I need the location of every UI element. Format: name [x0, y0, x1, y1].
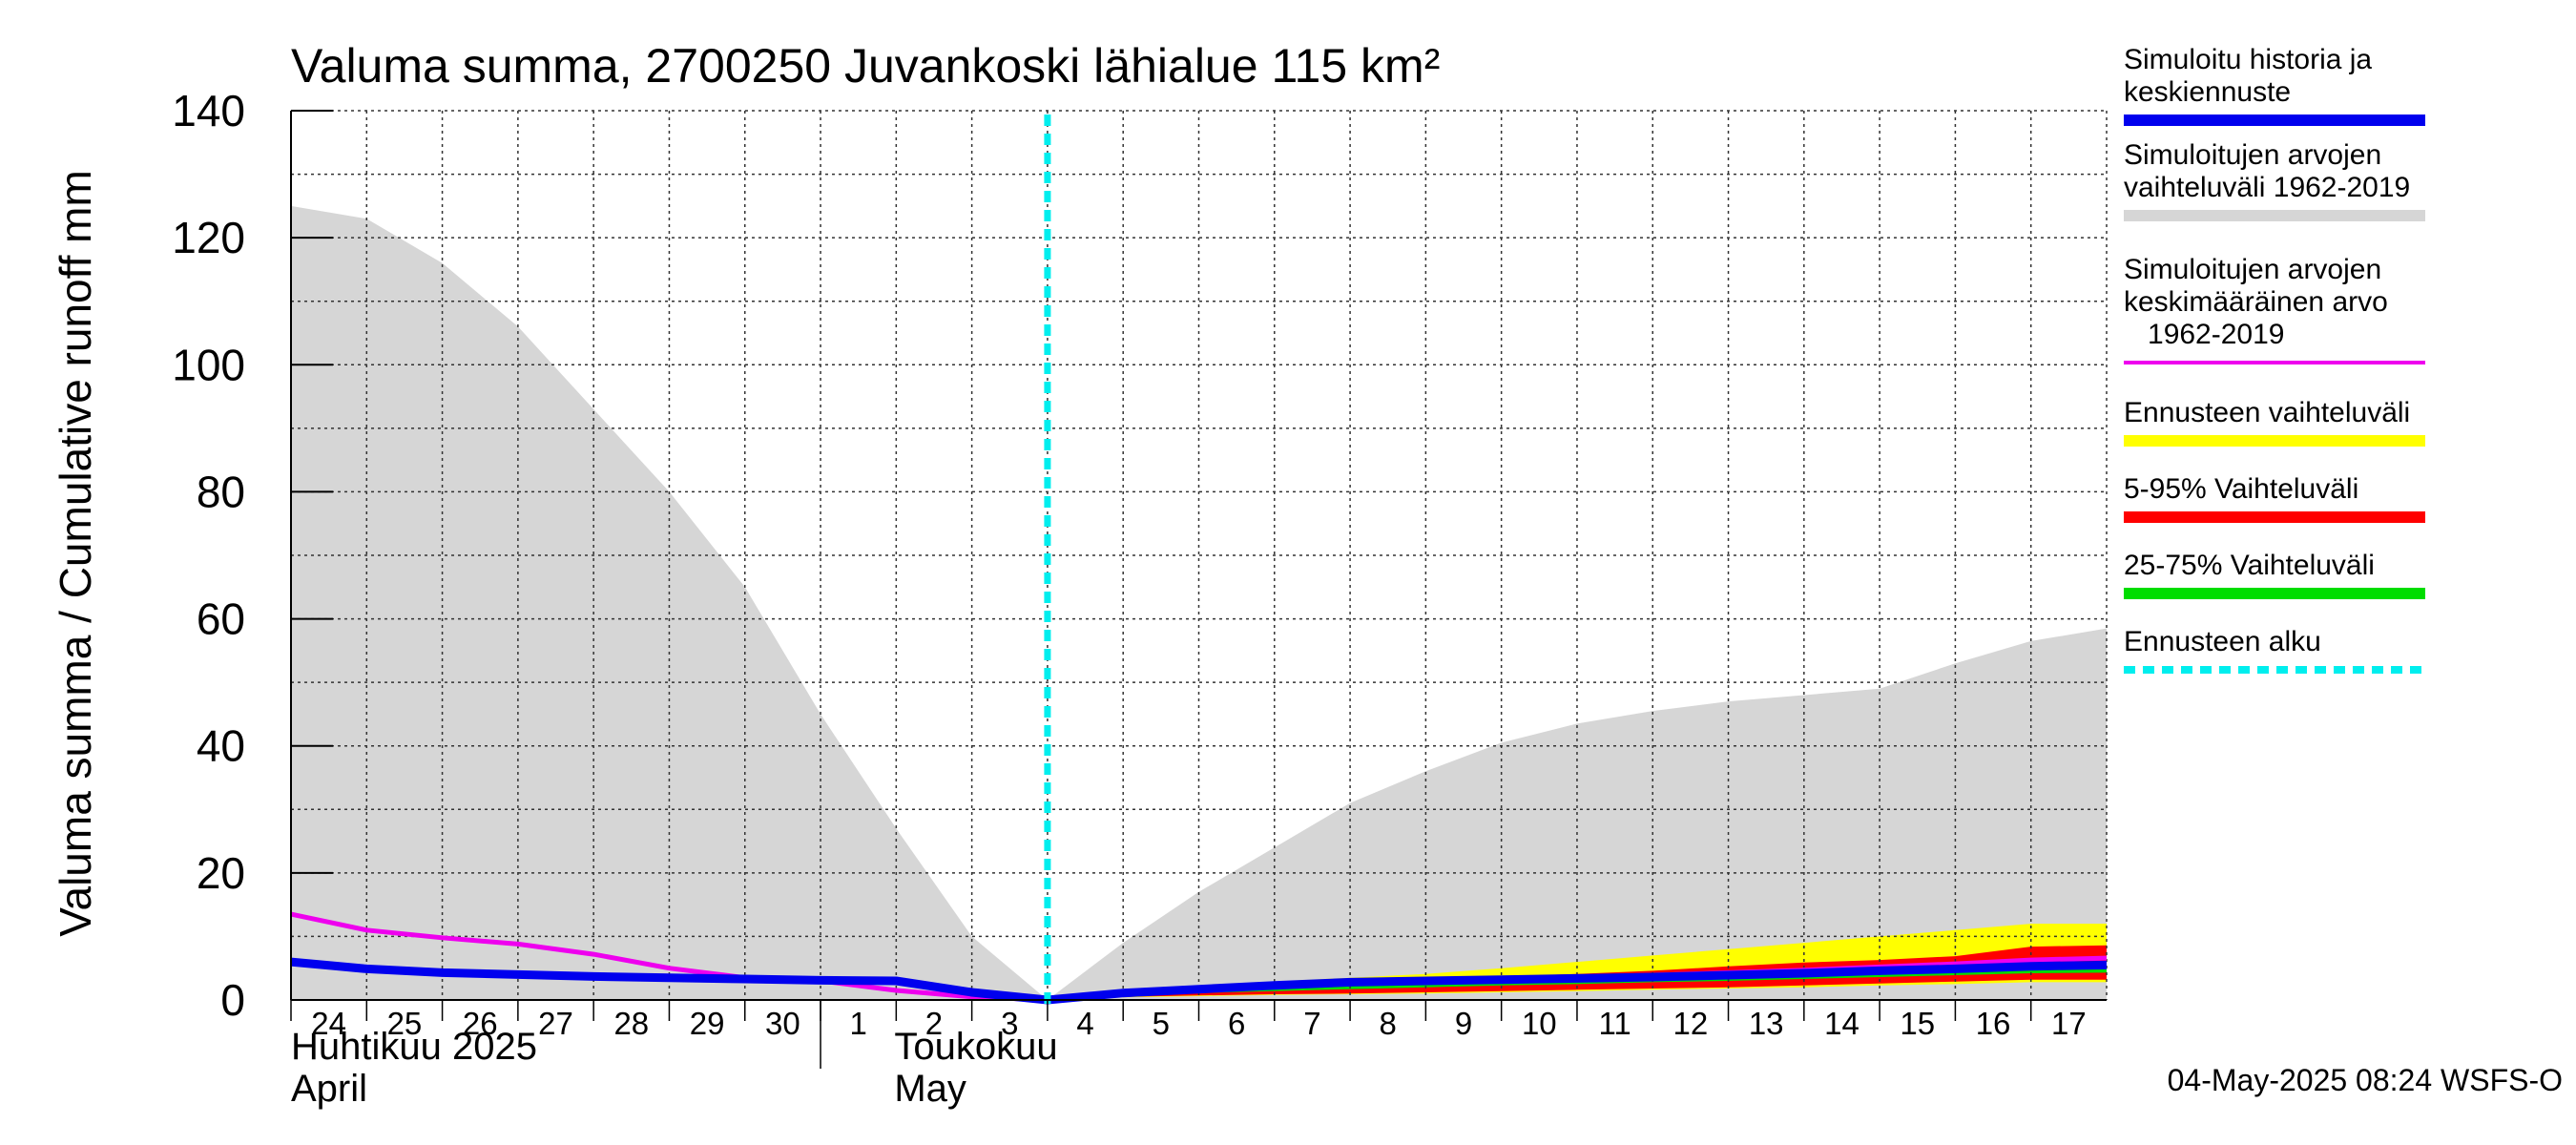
legend-label: keskiennuste: [2124, 76, 2291, 108]
month-label-en: May: [894, 1068, 966, 1110]
y-tick-label: 60: [197, 594, 245, 644]
month-label-fi: Toukokuu: [894, 1026, 1057, 1068]
x-tick-label: 15: [1900, 1006, 1935, 1041]
x-tick-label: 7: [1303, 1006, 1320, 1041]
y-tick-label: 40: [197, 721, 245, 771]
x-tick-label: 14: [1824, 1006, 1859, 1041]
x-tick-label: 5: [1153, 1006, 1170, 1041]
grid-layer: [291, 110, 2108, 1000]
y-tick-label: 120: [172, 213, 245, 262]
x-tick-label: 13: [1749, 1006, 1784, 1041]
x-tick-label: 28: [613, 1006, 649, 1041]
x-tick-label: 26: [463, 1006, 498, 1041]
y-axis-label: Valuma summa / Cumulative runoff mm: [51, 170, 100, 937]
legend-label: Simuloitujen arvojen: [2124, 139, 2381, 171]
month-label-fi: Huhtikuu 2025: [291, 1026, 537, 1068]
x-tick-label: 4: [1076, 1006, 1093, 1041]
x-tick-label: 9: [1455, 1006, 1472, 1041]
x-tick-label: 1: [850, 1006, 867, 1041]
x-tick-label: 29: [690, 1006, 725, 1041]
y-tick-label: 80: [197, 467, 245, 516]
series-line-1: [290, 957, 2108, 1005]
legend-label: keskimääräinen arvo: [2124, 286, 2388, 318]
legend-label: Simuloitujen arvojen: [2124, 254, 2381, 285]
legend-label: Ennusteen vaihteluväli: [2124, 397, 2410, 428]
y-tick-label: 20: [197, 848, 245, 898]
y-tick-label: 140: [172, 86, 245, 135]
legend-label: Simuloitu historia ja: [2124, 44, 2372, 75]
x-tick-label: 30: [765, 1006, 800, 1041]
x-tick-label: 12: [1673, 1006, 1709, 1041]
line-layer: [290, 114, 2108, 1006]
legend-label: vaihteluväli 1962-2019: [2124, 172, 2410, 203]
x-tick-label: 6: [1228, 1006, 1245, 1041]
timestamp-footer: 04-May-2025 08:24 WSFS-O: [2168, 1063, 2563, 1097]
chart-title: Valuma summa, 2700250 Juvankoski lähialu…: [291, 39, 1440, 93]
legend-label: 25-75% Vaihteluväli: [2124, 550, 2375, 581]
x-tick-label: 3: [1001, 1006, 1018, 1041]
x-tick-label: 8: [1380, 1006, 1397, 1041]
y-tick-label: 0: [220, 975, 245, 1025]
y-tick-label: 100: [172, 340, 245, 389]
legend-label: Ennusteen alku: [2124, 626, 2321, 657]
month-label-en: April: [291, 1068, 367, 1110]
x-tick-label: 27: [538, 1006, 573, 1041]
x-tick-label: 25: [387, 1006, 423, 1041]
x-tick-label: 16: [1976, 1006, 2011, 1041]
x-tick-label: 11: [1598, 1006, 1631, 1041]
legend-label: 5-95% Vaihteluväli: [2124, 473, 2358, 505]
x-tick-label: 24: [311, 1006, 346, 1041]
x-tick-label: 17: [2051, 1006, 2087, 1041]
legend-label: 1962-2019: [2124, 319, 2284, 350]
x-tick-label: 10: [1522, 1006, 1557, 1041]
x-tick-label: 2: [925, 1006, 943, 1041]
